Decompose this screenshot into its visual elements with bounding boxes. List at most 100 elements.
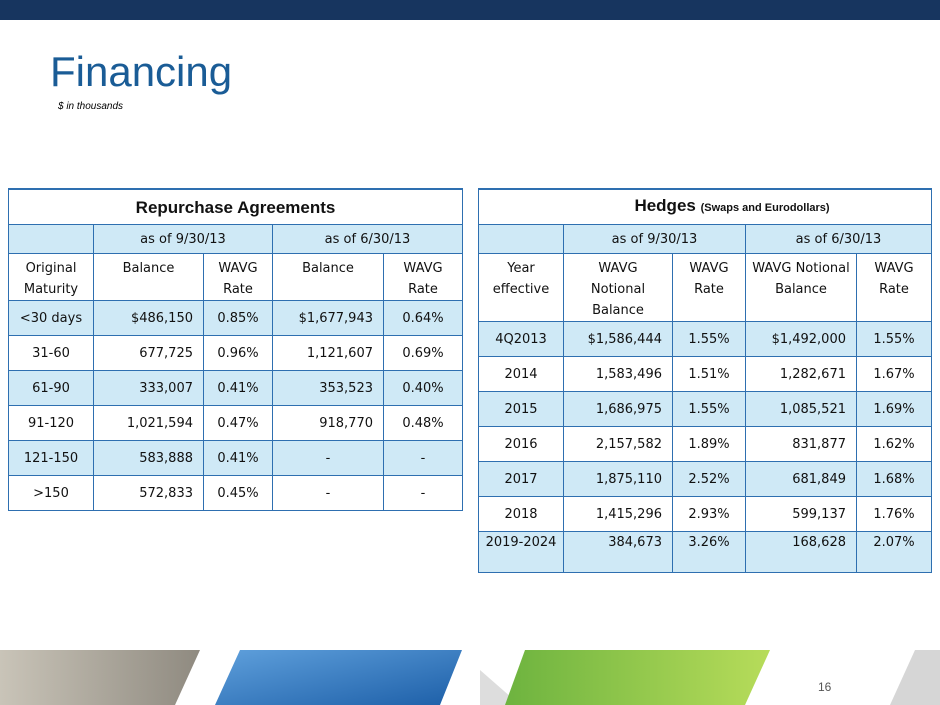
cell: - (382, 475, 464, 511)
cell: 1,282,671 (745, 356, 857, 392)
title-row: Hedges (Swaps and Eurodollars) (477, 188, 933, 225)
data-row: <30 days $486,150 0.85% $1,677,943 0.64% (8, 300, 464, 336)
rope-image (0, 650, 200, 705)
cell: 0.48% (382, 405, 464, 441)
cell: $1,677,943 (272, 300, 384, 336)
cell: 681,849 (745, 461, 857, 497)
subtitle: $ in thousands (58, 101, 124, 112)
group-header: as of 9/30/13 (563, 224, 746, 254)
cell: 1,085,521 (745, 391, 857, 427)
sky-image (215, 650, 462, 705)
footer-images (0, 650, 940, 705)
hedge-table: Hedges (Swaps and Eurodollars) as of 9/30… (477, 188, 933, 573)
column-header: WAVG Rate (672, 253, 746, 322)
data-row: 31-60 677,725 0.96% 1,121,607 0.69% (8, 335, 464, 371)
cell: 0.41% (203, 440, 273, 476)
cell: 2.93% (672, 496, 746, 532)
cell: 1.55% (855, 321, 933, 357)
column-header: WAVG Rate (382, 253, 464, 301)
cell: 0.47% (203, 405, 273, 441)
row-label: 61-90 (8, 370, 94, 406)
data-row: 2015 1,686,975 1.55% 1,085,521 1.69% (478, 391, 933, 427)
title-note: (Swaps and Eurodollars) (700, 202, 830, 214)
cell: 599,137 (745, 496, 857, 532)
data-row: 2019-2024 384,673 3.26% 168,628 2.07% (478, 531, 933, 573)
data-row: 121-150 583,888 0.41% - - (8, 440, 464, 476)
row-label: 91-120 (8, 405, 94, 441)
row-label: 2015 (478, 391, 564, 427)
cell: 1,021,594 (93, 405, 204, 441)
data-row: 91-120 1,021,594 0.47% 918,770 0.48% (8, 405, 464, 441)
cell: 168,628 (745, 531, 857, 573)
leaf-image (505, 650, 770, 705)
column-header: Year effective (478, 253, 564, 322)
cell: 831,877 (745, 426, 857, 462)
cell: 1.76% (855, 496, 933, 532)
cell: 0.69% (382, 335, 464, 371)
group-blank (8, 224, 94, 254)
row-label: <30 days (8, 300, 94, 336)
cell: 583,888 (93, 440, 204, 476)
row-label: 2018 (478, 496, 564, 532)
group-row: as of 9/30/13 as of 6/30/13 (478, 224, 933, 254)
data-row: 61-90 333,007 0.41% 353,523 0.40% (8, 370, 464, 406)
cell: - (272, 440, 384, 476)
column-header: Balance (93, 253, 204, 301)
data-row: 2016 2,157,582 1.89% 831,877 1.62% (478, 426, 933, 462)
cell: 1.69% (855, 391, 933, 427)
cell: 0.64% (382, 300, 464, 336)
cell: 1,415,296 (563, 496, 673, 532)
column-header: Original Maturity (8, 253, 94, 301)
cell: 333,007 (93, 370, 204, 406)
cell: 0.41% (203, 370, 273, 406)
top-bar (0, 0, 940, 20)
group-row: as of 9/30/13 as of 6/30/13 (8, 224, 464, 254)
title-row: Repurchase Agreements (7, 188, 464, 225)
title-text: Hedges (634, 196, 696, 215)
cell: 2,157,582 (563, 426, 673, 462)
cell: 1,583,496 (563, 356, 673, 392)
table-title: Hedges (Swaps and Eurodollars) (477, 188, 933, 225)
cell: $486,150 (93, 300, 204, 336)
data-row: 2018 1,415,296 2.93% 599,137 1.76% (478, 496, 933, 532)
cell: - (382, 440, 464, 476)
cell: 384,673 (563, 531, 673, 573)
data-row: 2014 1,583,496 1.51% 1,282,671 1.67% (478, 356, 933, 392)
row-label: 2017 (478, 461, 564, 497)
row-label: 2016 (478, 426, 564, 462)
cell: 0.45% (203, 475, 273, 511)
column-row: Year effective WAVG Notional Balance WAVG … (478, 253, 933, 322)
repo-table: Repurchase Agreements as of 9/30/13 as of … (7, 188, 464, 511)
cell: 1.55% (672, 321, 746, 357)
cell: 1,121,607 (272, 335, 384, 371)
cell: 0.40% (382, 370, 464, 406)
group-header: as of 6/30/13 (271, 224, 464, 254)
column-row: Original Maturity Balance WAVG Rate Balance… (8, 253, 464, 301)
cell: 572,833 (93, 475, 204, 511)
table-body: Repurchase Agreements as of 9/30/13 as of … (7, 188, 464, 511)
cell: 918,770 (272, 405, 384, 441)
group-header: as of 6/30/13 (744, 224, 933, 254)
cell: - (272, 475, 384, 511)
column-header: WAVG Notional Balance (563, 253, 673, 322)
cell: 1.51% (672, 356, 746, 392)
cell: 0.96% (203, 335, 273, 371)
data-row: 2017 1,875,110 2.52% 681,849 1.68% (478, 461, 933, 497)
column-header: Balance (272, 253, 384, 301)
gray-shape (890, 650, 940, 705)
cell: 3.26% (672, 531, 746, 573)
column-header: WAVG Rate (855, 253, 933, 322)
table-title: Repurchase Agreements (7, 188, 464, 225)
row-label: 2019-2024 (478, 531, 564, 573)
data-row: >150 572,833 0.45% - - (8, 475, 464, 511)
cell: 1,686,975 (563, 391, 673, 427)
cell: 1.62% (855, 426, 933, 462)
title-text: Repurchase Agreements (135, 197, 336, 217)
cell: 2.52% (672, 461, 746, 497)
cell: $1,492,000 (745, 321, 857, 357)
slide-title: Financing (50, 48, 233, 95)
group-blank (478, 224, 564, 254)
table-body: Hedges (Swaps and Eurodollars) as of 9/30… (477, 188, 933, 573)
cell: 1.68% (855, 461, 933, 497)
cell: 353,523 (272, 370, 384, 406)
